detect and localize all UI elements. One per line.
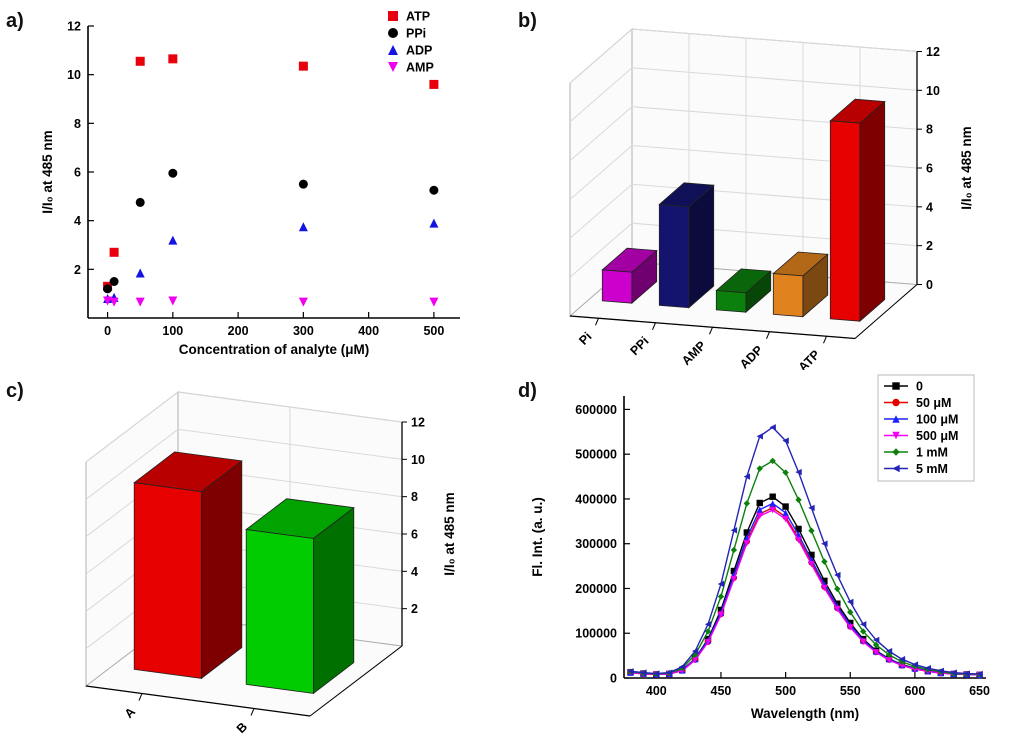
svg-text:200: 200: [228, 324, 249, 338]
svg-text:2: 2: [74, 263, 81, 277]
svg-text:I/I₀ at 485 nm: I/I₀ at 485 nm: [959, 126, 974, 209]
svg-text:ATP: ATP: [406, 10, 430, 24]
svg-text:ATP: ATP: [796, 347, 823, 370]
svg-text:500: 500: [775, 684, 796, 698]
svg-text:100: 100: [162, 324, 183, 338]
svg-text:B: B: [234, 720, 250, 736]
svg-text:100 μM: 100 μM: [916, 413, 958, 427]
svg-text:Wavelength (nm): Wavelength (nm): [751, 706, 859, 721]
svg-text:300: 300: [293, 324, 314, 338]
svg-text:10: 10: [411, 453, 425, 467]
svg-text:300000: 300000: [575, 537, 617, 551]
svg-text:AMP: AMP: [679, 338, 709, 368]
svg-text:1 mM: 1 mM: [916, 446, 948, 460]
svg-text:12: 12: [67, 20, 81, 34]
svg-text:AMP: AMP: [406, 61, 434, 75]
svg-text:A: A: [122, 705, 138, 721]
svg-text:400: 400: [358, 324, 379, 338]
panel-c: c) A B 2 4 6 8 10 12 I/I₀ at 485 nm: [0, 370, 512, 740]
svg-text:Fl. Int. (a. u.): Fl. Int. (a. u.): [530, 497, 545, 577]
panel-label-d: d): [518, 380, 537, 402]
svg-text:8: 8: [411, 490, 418, 504]
svg-text:Concentration of analyte (μM): Concentration of analyte (μM): [179, 342, 370, 357]
svg-text:400000: 400000: [575, 492, 617, 506]
chart-d: 400 450 500 550 600 650 0 100000 200000 300000 400…: [512, 370, 1024, 740]
svg-text:0: 0: [916, 380, 923, 394]
svg-text:PPi: PPi: [406, 27, 426, 41]
svg-text:600: 600: [904, 684, 925, 698]
svg-text:6: 6: [74, 166, 81, 180]
svg-text:10: 10: [926, 84, 940, 98]
svg-text:PPi: PPi: [627, 334, 651, 358]
svg-text:ADP: ADP: [406, 44, 432, 58]
svg-text:450: 450: [711, 684, 732, 698]
svg-text:400: 400: [646, 684, 667, 698]
svg-text:650: 650: [969, 684, 990, 698]
svg-text:12: 12: [411, 416, 425, 430]
svg-text:500: 500: [423, 324, 444, 338]
svg-text:6: 6: [411, 528, 418, 542]
svg-text:10: 10: [67, 68, 81, 82]
svg-text:0: 0: [104, 324, 111, 338]
svg-text:550: 550: [840, 684, 861, 698]
svg-text:2: 2: [926, 239, 933, 253]
svg-text:4: 4: [411, 565, 418, 579]
panel-label-c: c): [6, 380, 24, 402]
svg-text:Pi: Pi: [576, 329, 594, 347]
panel-b: b) Pi PPi AMP ADP ATP 0 2 4 6 8 10 12 I/I₀ at 485 nm: [512, 0, 1024, 374]
panel-a: a) 0 100 200 300 400 500 2 4 6 8 10 12 ATP PPi ADP AMP C…: [0, 0, 512, 370]
svg-text:0: 0: [926, 278, 933, 292]
svg-text:6: 6: [926, 162, 933, 176]
chart-b: Pi PPi AMP ADP ATP 0 2 4 6 8 10 12 I/I₀ at 485 nm: [512, 0, 1024, 374]
svg-text:2: 2: [411, 602, 418, 616]
chart-a: 0 100 200 300 400 500 2 4 6 8 10 12 ATP PPi ADP AMP Conc…: [0, 0, 512, 370]
svg-text:4: 4: [926, 200, 933, 214]
svg-text:50 μM: 50 μM: [916, 396, 951, 410]
svg-text:4: 4: [74, 214, 81, 228]
svg-text:5 mM: 5 mM: [916, 462, 948, 476]
svg-text:12: 12: [926, 45, 940, 59]
svg-text:8: 8: [926, 123, 933, 137]
svg-text:ADP: ADP: [737, 343, 766, 370]
svg-text:200000: 200000: [575, 582, 617, 596]
panel-label-b: b): [518, 10, 537, 32]
panel-d: d) 400 450 500 550 600 650 0 100000 200000 300000…: [512, 370, 1024, 740]
svg-text:I/I₀ at 485 nm: I/I₀ at 485 nm: [40, 130, 55, 213]
svg-text:500000: 500000: [575, 448, 617, 462]
chart-c: A B 2 4 6 8 10 12 I/I₀ at 485 nm: [0, 370, 512, 740]
svg-text:500 μM: 500 μM: [916, 429, 958, 443]
panel-label-a: a): [6, 10, 24, 32]
svg-text:600000: 600000: [575, 403, 617, 417]
svg-text:8: 8: [74, 117, 81, 131]
svg-text:100000: 100000: [575, 627, 617, 641]
svg-text:0: 0: [610, 672, 617, 686]
svg-text:I/I₀ at 485 nm: I/I₀ at 485 nm: [442, 492, 457, 575]
